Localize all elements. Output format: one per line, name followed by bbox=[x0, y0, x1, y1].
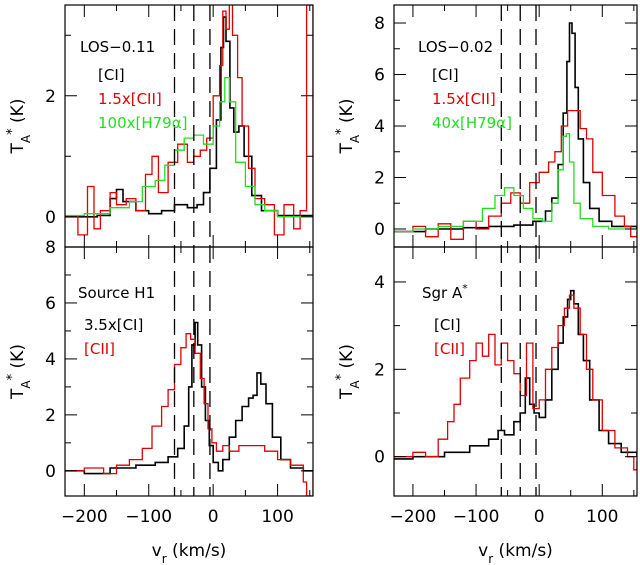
y-tick-label: 2 bbox=[374, 168, 385, 188]
x-tick-label: −100 bbox=[453, 507, 500, 527]
panel-los-011: 0 2 TA* (K) LOS−0.11 [CI] 1.5x[CII] 100x[H79α] bbox=[5, 4, 314, 248]
series-line-2 bbox=[65, 333, 313, 496]
y-tick-label: 0 bbox=[45, 462, 56, 482]
series-line-1 bbox=[394, 22, 637, 233]
y-axis-label: TA* (K) bbox=[5, 344, 34, 400]
x-tick-label: −200 bbox=[61, 507, 108, 527]
series-line-1 bbox=[65, 321, 313, 475]
panel-title: LOS−0.02 bbox=[418, 38, 493, 56]
y-axis-label: TA* (K) bbox=[334, 344, 363, 400]
x-axis-label: vr (km/s) bbox=[152, 541, 227, 565]
legend-entry-3: 100x[H79α] bbox=[98, 114, 187, 132]
panel-title: LOS−0.11 bbox=[80, 38, 155, 56]
legend-entry-1: 3.5x[CI] bbox=[84, 316, 143, 334]
series-line-2 bbox=[65, 5, 313, 236]
legend-entry-1: [CI] bbox=[432, 66, 459, 84]
y-tick-label: 8 bbox=[374, 14, 385, 34]
legend-entry-2: [CII] bbox=[84, 340, 115, 358]
x-tick-label: −100 bbox=[125, 507, 172, 527]
y-tick-label: 2 bbox=[45, 406, 56, 426]
y-axis-label: TA* (K) bbox=[5, 99, 34, 155]
y-tick-label: 4 bbox=[374, 273, 385, 293]
legend-entry-2: 1.5x[CII] bbox=[432, 90, 496, 108]
panel-los-002: 0 2 4 6 8 TA* (K) LOS−0.02 [CI] 1.5x[CII] 40x[H79… bbox=[334, 4, 638, 248]
series-line-2 bbox=[394, 109, 637, 240]
panel-sgr-a: 0 2 4 −200 −100 0 100 vr (km/s) TA* (K) Sgr A* [CI… bbox=[334, 246, 638, 565]
plot-frame bbox=[64, 246, 314, 497]
y-tick-label: 6 bbox=[45, 294, 56, 314]
x-axis-label: vr (km/s) bbox=[478, 541, 553, 565]
y-tick-label: 0 bbox=[374, 220, 385, 240]
x-tick-label: 100 bbox=[586, 507, 618, 527]
plot-frame bbox=[393, 246, 638, 497]
y-tick-label: 2 bbox=[45, 87, 56, 107]
series-line-1 bbox=[394, 289, 637, 460]
y-tick-label: 2 bbox=[374, 360, 385, 380]
y-axis-label: TA* (K) bbox=[334, 99, 363, 155]
x-tick-label: −200 bbox=[390, 507, 437, 527]
y-tick-label: 8 bbox=[45, 238, 56, 258]
series-line-1 bbox=[65, 16, 313, 218]
x-tick-label: 0 bbox=[534, 507, 545, 527]
series-line-3 bbox=[394, 133, 637, 233]
legend-entry-1: [CI] bbox=[434, 316, 461, 334]
x-tick-label: 0 bbox=[208, 507, 219, 527]
panel-title: Sgr A* bbox=[422, 282, 468, 303]
legend-entry-3: 40x[H79α] bbox=[432, 114, 512, 132]
y-tick-label: 0 bbox=[45, 208, 56, 228]
legend-entry-2: [CII] bbox=[434, 340, 465, 358]
panel-source-h1: 0 2 4 6 8 −200 −100 0 100 vr (km/s) TA* (K) Source … bbox=[5, 238, 314, 565]
x-tick-label: 100 bbox=[261, 507, 293, 527]
legend-entry-2: 1.5x[CII] bbox=[98, 90, 162, 108]
series-line-3 bbox=[65, 76, 313, 218]
panel-title: Source H1 bbox=[78, 284, 155, 302]
y-tick-label: 6 bbox=[374, 66, 385, 86]
series-line-2 bbox=[394, 294, 637, 471]
y-tick-label: 4 bbox=[45, 350, 56, 370]
legend-entry-1: [CI] bbox=[98, 66, 125, 84]
y-tick-label: 0 bbox=[374, 448, 385, 468]
y-tick-label: 4 bbox=[374, 117, 385, 137]
